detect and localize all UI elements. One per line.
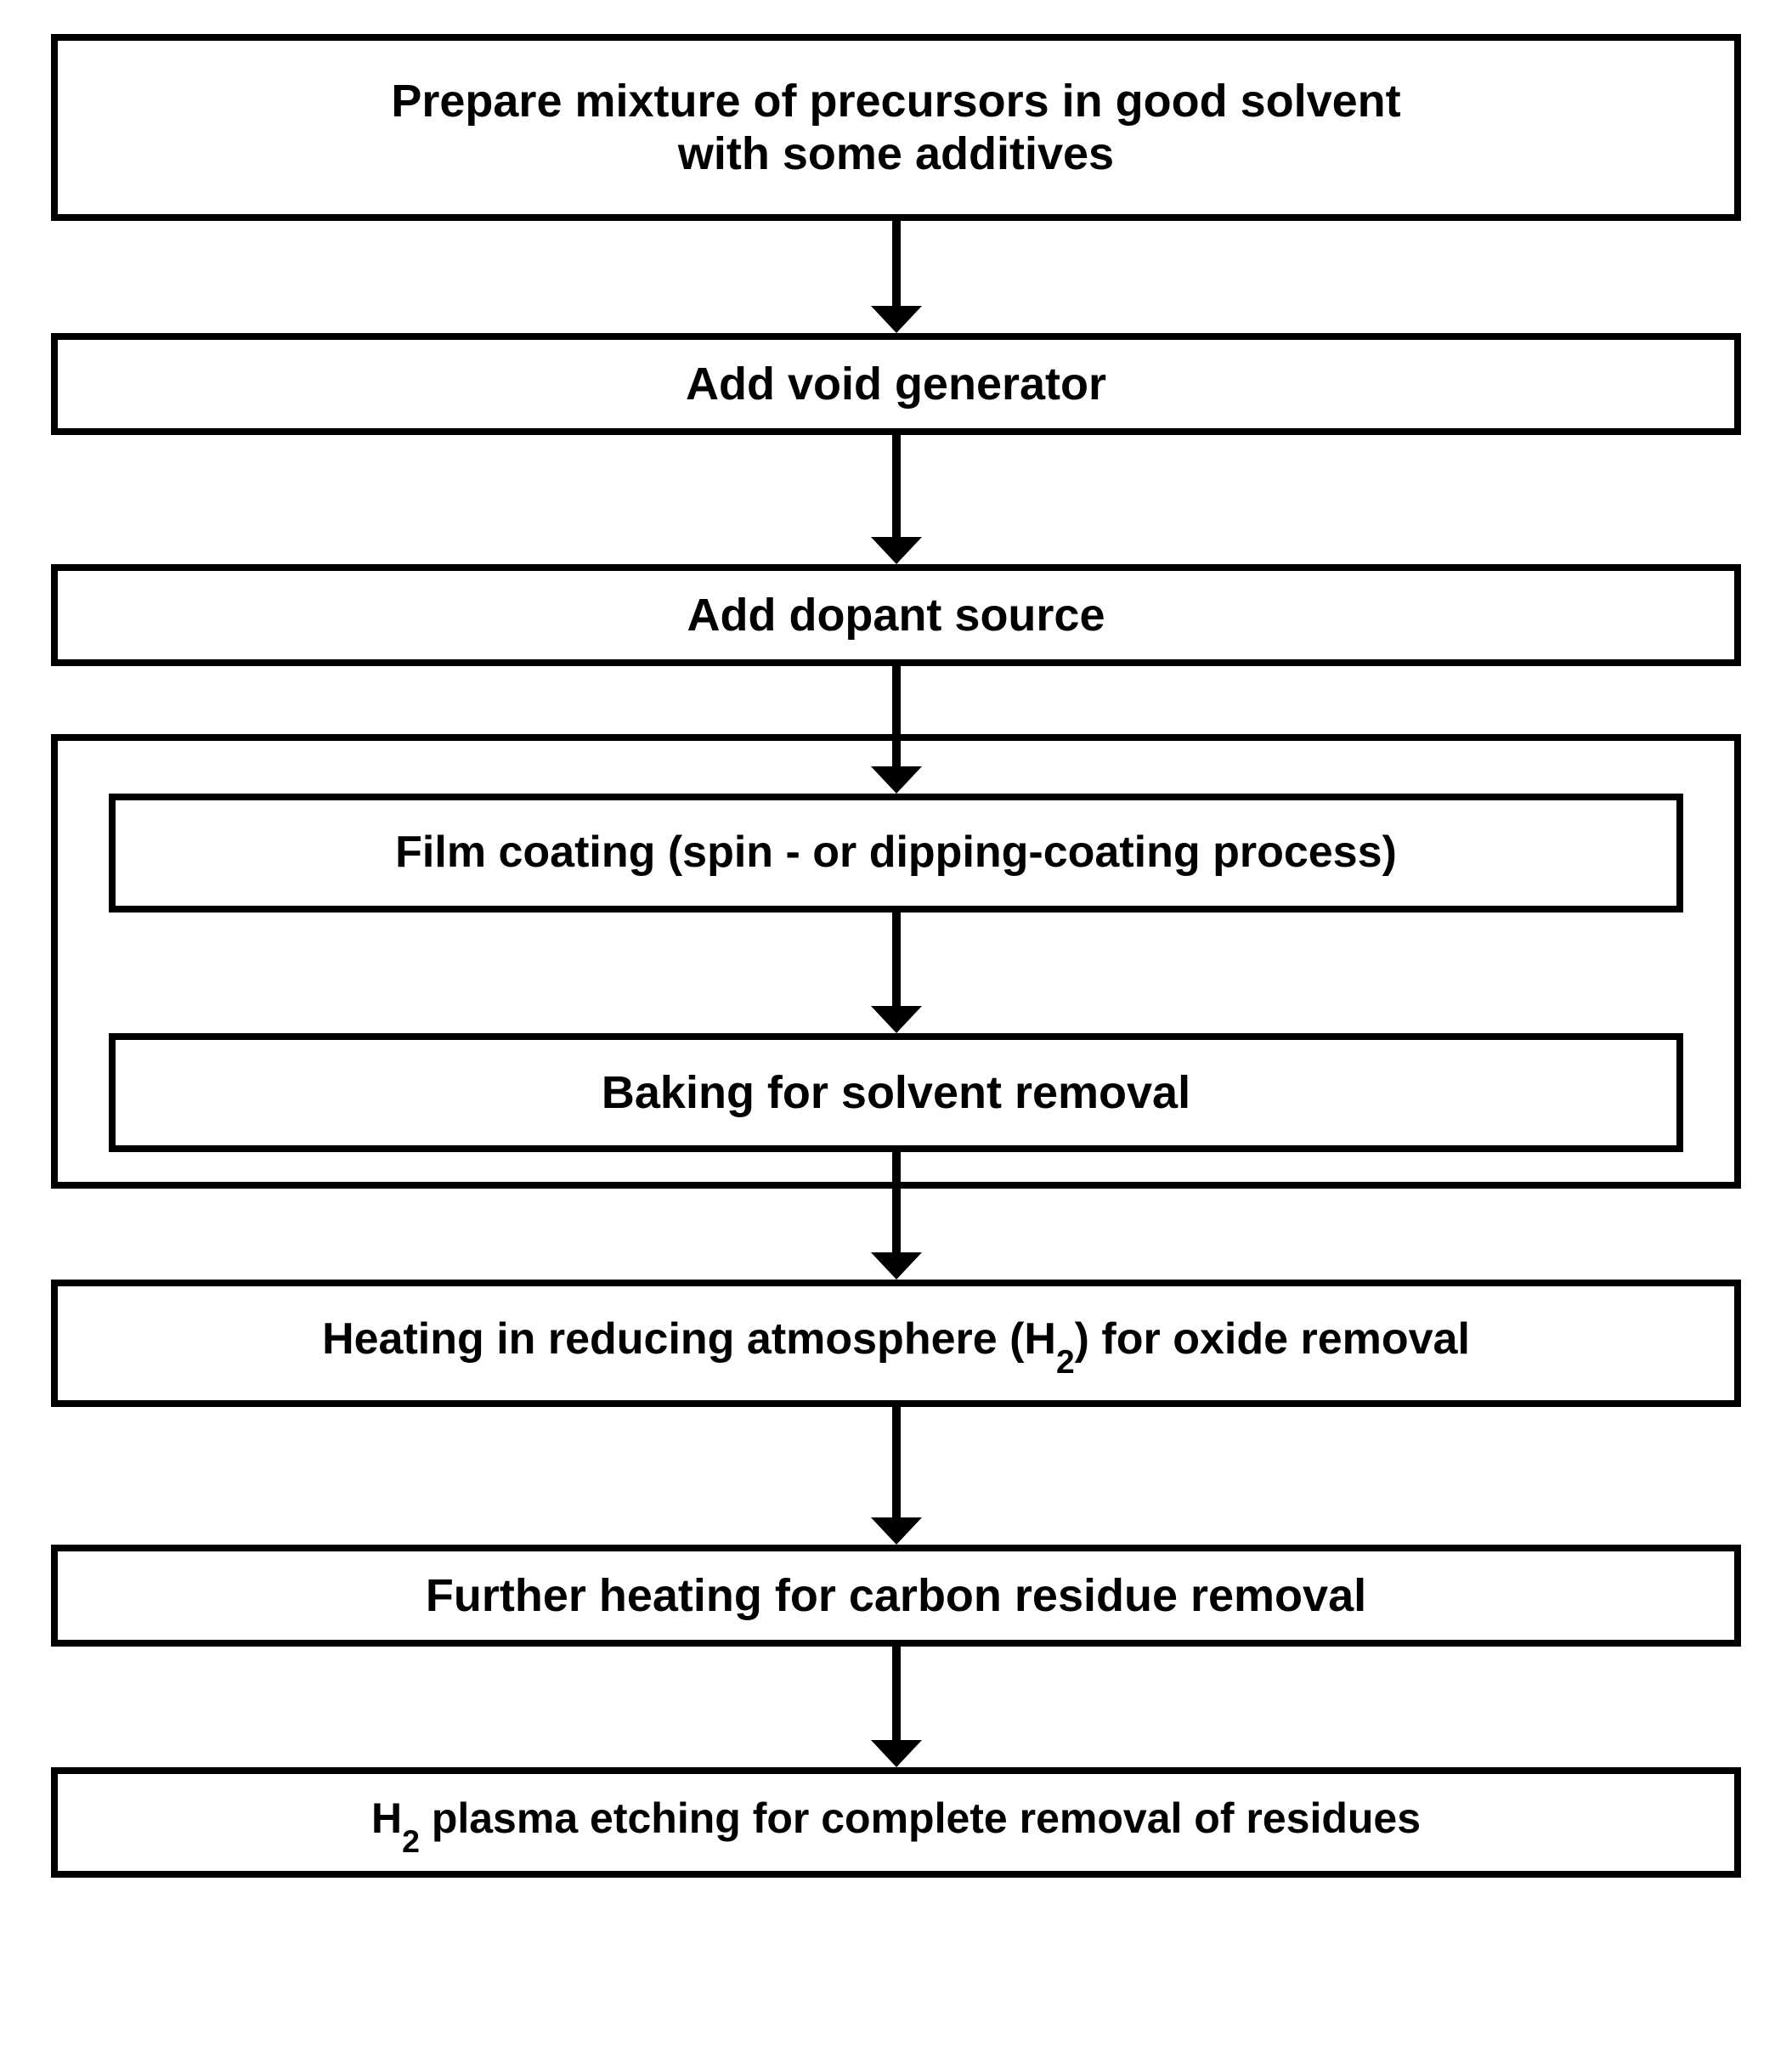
group-inner: Film coating (spin - or dipping-coating … — [109, 794, 1683, 1152]
arrow-6-head — [871, 1517, 922, 1545]
step-box-2: Add void generator — [51, 333, 1741, 435]
arrow-6 — [871, 1407, 922, 1545]
arrow-2-head — [871, 537, 922, 564]
step-box-7: Further heating for carbon residue remov… — [51, 1545, 1741, 1647]
arrow-7-line — [892, 1647, 901, 1740]
arrow-3-bottom-line — [892, 741, 901, 766]
step-4-text: Film coating (spin - or dipping-coating … — [378, 828, 1414, 879]
arrow-5-bottom-line — [892, 1189, 901, 1252]
arrow-4-head — [871, 1006, 922, 1033]
arrow-1 — [871, 221, 922, 333]
step-6-text: Heating in reducing atmosphere (H2) for … — [305, 1314, 1487, 1372]
step-2-text: Add void generator — [669, 358, 1123, 410]
step-box-5: Baking for solvent removal — [109, 1033, 1683, 1152]
arrow-1-line — [892, 221, 901, 306]
step-box-1: Prepare mixture of precursors in good so… — [51, 34, 1741, 221]
step-7-text: Further heating for carbon residue remov… — [409, 1569, 1383, 1622]
step-box-8: H2 plasma etching for complete removal o… — [51, 1767, 1741, 1878]
step-box-4: Film coating (spin - or dipping-coating … — [109, 794, 1683, 913]
arrow-3-top-line — [892, 666, 901, 734]
arrow-5-bottom — [871, 1189, 922, 1280]
flowchart-container: Prepare mixture of precursors in good so… — [51, 34, 1741, 1878]
step-3-text: Add dopant source — [670, 589, 1122, 641]
arrow-3-bottom — [871, 741, 922, 794]
arrow-3-bottom-head — [871, 766, 922, 794]
arrow-5-top-line — [892, 1152, 901, 1182]
arrow-5-bottom-head — [871, 1252, 922, 1280]
arrow-2-line — [892, 435, 901, 537]
arrow-7-head — [871, 1740, 922, 1767]
arrow-6-line — [892, 1407, 901, 1517]
group-container: Film coating (spin - or dipping-coating … — [51, 734, 1741, 1189]
step-8-text: H2 plasma etching for complete removal o… — [354, 1794, 1438, 1850]
step-1-text: Prepare mixture of precursors in good so… — [374, 75, 1417, 180]
arrow-2 — [871, 435, 922, 564]
arrow-3-top — [892, 666, 901, 734]
step-box-6: Heating in reducing atmosphere (H2) for … — [51, 1280, 1741, 1407]
arrow-7 — [871, 1647, 922, 1767]
arrow-5-top — [892, 1152, 901, 1182]
arrow-4 — [871, 913, 922, 1033]
step-5-text: Baking for solvent removal — [585, 1066, 1207, 1119]
arrow-1-head — [871, 306, 922, 333]
arrow-4-line — [892, 913, 901, 1006]
step-box-3: Add dopant source — [51, 564, 1741, 666]
